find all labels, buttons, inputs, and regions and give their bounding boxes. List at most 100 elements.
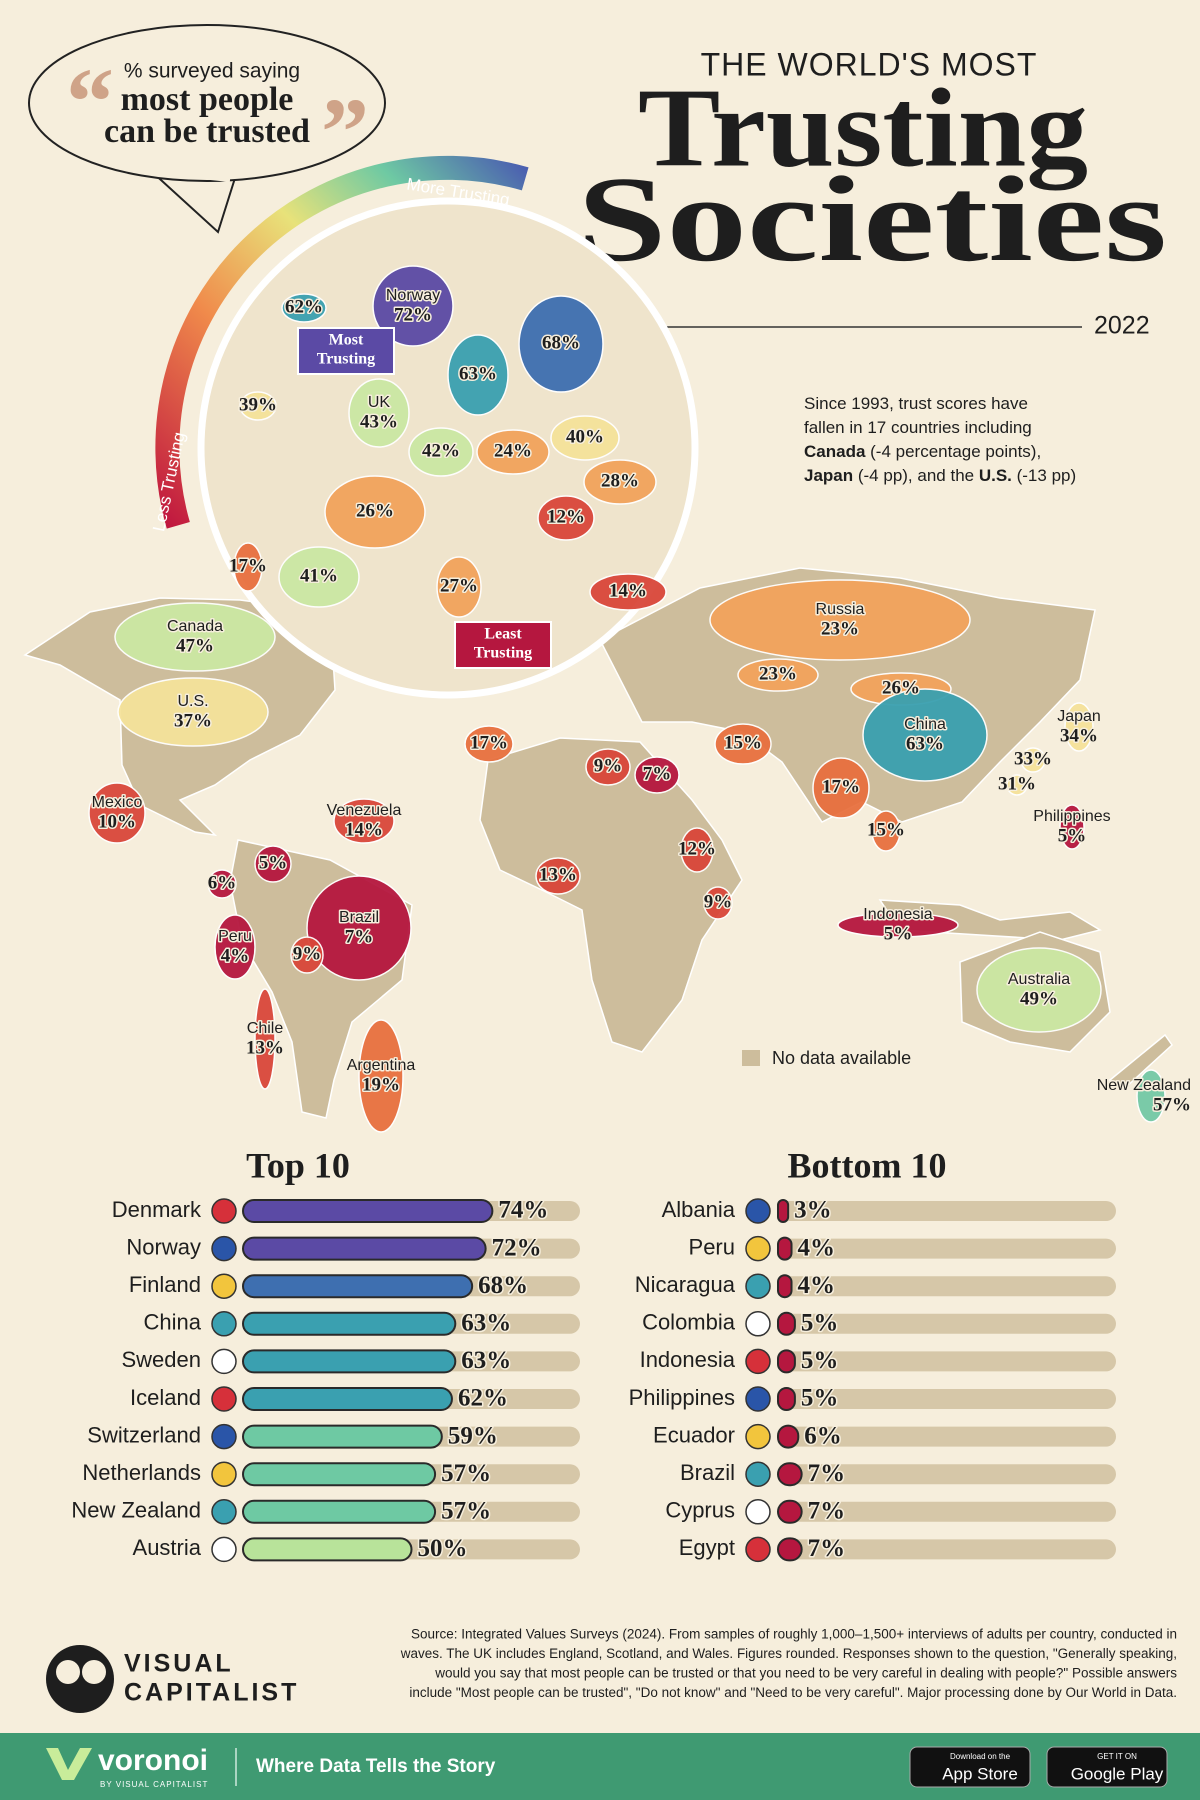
country-region xyxy=(837,912,959,938)
bar-track xyxy=(778,1238,1116,1259)
country-region xyxy=(1064,702,1094,752)
bar xyxy=(777,1462,803,1487)
country-value: 72% xyxy=(394,304,432,325)
country-name: UK xyxy=(368,394,391,411)
note-segment: U.S. xyxy=(979,466,1012,485)
flag xyxy=(211,1423,237,1450)
country-name: Mexico xyxy=(92,794,143,811)
note: Since 1993, trust scores have fallen in 1… xyxy=(804,394,1076,485)
value-label: 50% xyxy=(418,1535,468,1562)
country-value: 10% xyxy=(98,811,136,832)
callout-text: % surveyed saying xyxy=(124,60,300,83)
country-value: 47% xyxy=(176,635,214,656)
country-name: Philippines xyxy=(1033,808,1110,825)
country-region xyxy=(214,914,256,980)
bar xyxy=(242,1424,443,1449)
bar xyxy=(242,1349,457,1374)
category-label: Austria xyxy=(133,1535,202,1560)
least-tag xyxy=(454,621,552,669)
bar-track xyxy=(778,1426,1116,1447)
note-segment: (-4 percentage points), xyxy=(865,442,1041,461)
category-label: Philippines xyxy=(629,1385,735,1410)
bar xyxy=(242,1236,487,1261)
country-value: 40% xyxy=(566,426,604,447)
country-region xyxy=(1020,747,1046,773)
country-value: 63% xyxy=(906,733,944,754)
country-region xyxy=(714,723,772,765)
country-region xyxy=(703,886,733,920)
country-value: 17% xyxy=(229,555,267,576)
bar-track xyxy=(778,1389,1116,1409)
chart-title: Bottom 10 xyxy=(788,1145,947,1185)
country-region xyxy=(290,936,324,974)
country-name: Canada xyxy=(167,618,223,635)
bar xyxy=(242,1311,457,1336)
country-name: Brazil xyxy=(339,909,379,926)
tag-text: Least xyxy=(484,626,522,643)
country-value: 28% xyxy=(601,470,639,491)
country-region xyxy=(254,988,276,1090)
category-label: Peru xyxy=(689,1234,735,1259)
callout-text: can be trusted xyxy=(104,113,310,150)
flag xyxy=(745,1198,771,1224)
note-segment: Japan xyxy=(804,466,853,485)
country-region xyxy=(1136,1069,1166,1123)
bar xyxy=(777,1424,800,1449)
bar xyxy=(777,1537,803,1562)
flag xyxy=(211,1235,237,1262)
flag xyxy=(211,1499,237,1525)
source-line: Source: Integrated Values Surveys (2024)… xyxy=(411,1627,1177,1642)
country-region xyxy=(812,757,870,819)
country-value: 57% xyxy=(1153,1094,1191,1115)
country-name: China xyxy=(904,716,946,733)
flag xyxy=(211,1198,237,1224)
country-value: 17% xyxy=(470,732,508,753)
country-region xyxy=(306,875,412,981)
country-value: 7% xyxy=(345,926,374,947)
app-store-badge[interactable] xyxy=(909,1746,1031,1788)
country-value: 34% xyxy=(1060,725,1098,746)
country-region xyxy=(535,857,581,895)
legend-swatch xyxy=(742,1050,760,1066)
value-label: 59% xyxy=(448,1422,498,1449)
country-value: 63% xyxy=(459,363,497,384)
country-value: 42% xyxy=(422,440,460,461)
country-value: 27% xyxy=(440,575,478,596)
country-value: 26% xyxy=(356,500,394,521)
country-value: 23% xyxy=(759,663,797,684)
category-label: Switzerland xyxy=(87,1422,201,1447)
bar xyxy=(777,1236,793,1261)
value-label: 74% xyxy=(498,1197,548,1224)
country-region xyxy=(408,427,474,477)
country-value: 14% xyxy=(345,819,383,840)
country-value: 15% xyxy=(724,732,762,753)
country-name: Japan xyxy=(1057,708,1101,725)
voronoi-mark xyxy=(46,1748,92,1780)
value-label: 7% xyxy=(808,1498,846,1525)
country-region xyxy=(550,415,620,461)
country-name: New Zealand xyxy=(1097,1077,1191,1094)
flag xyxy=(745,1499,771,1525)
inset-map xyxy=(233,265,667,618)
bar xyxy=(242,1462,437,1487)
country-region xyxy=(207,869,237,899)
tag-text: Most xyxy=(329,332,364,349)
badge-text: Google Play xyxy=(1071,1764,1164,1783)
country-value: 13% xyxy=(246,1037,284,1058)
source-line: would you say that most people can be tr… xyxy=(434,1666,1177,1681)
flag xyxy=(211,1386,237,1412)
title-line: Trusting xyxy=(638,67,1088,191)
flag xyxy=(211,1273,237,1299)
bar-track xyxy=(778,1539,1116,1560)
country-region xyxy=(88,782,146,844)
country-region xyxy=(114,602,276,672)
country-region xyxy=(537,495,595,541)
logo-mark xyxy=(56,1660,80,1684)
country-value: 43% xyxy=(360,411,398,432)
country-region xyxy=(871,810,901,852)
country-value: 33% xyxy=(1014,748,1052,769)
most-tag xyxy=(297,327,395,375)
country-name: Indonesia xyxy=(863,906,932,923)
country-region xyxy=(324,475,426,549)
google-play-badge[interactable] xyxy=(1046,1746,1168,1788)
